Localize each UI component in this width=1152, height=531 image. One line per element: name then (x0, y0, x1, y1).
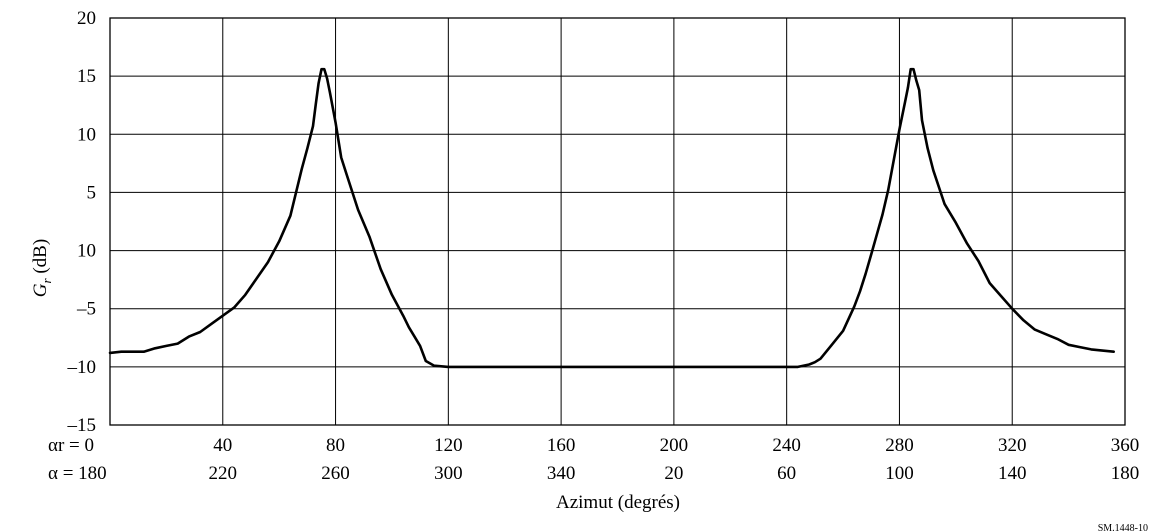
x-tick-label-azimuth-relative: 40 (213, 435, 232, 456)
x-tick-label-azimuth-relative: 360 (1111, 435, 1140, 456)
gain-curve (108, 67, 1115, 369)
y-tick-label: 5 (87, 182, 97, 203)
x-tick-label-azimuth-relative: 120 (434, 435, 463, 456)
x-tick-label-azimuth-absolute: 260 (321, 463, 350, 484)
x-tick-label-azimuth-absolute: 140 (998, 463, 1027, 484)
x-axis-title: Azimut (degrés) (556, 492, 680, 513)
y-tick-label: –15 (67, 415, 97, 436)
x-tick-label-azimuth-absolute: 100 (885, 463, 914, 484)
grid-layer (109, 17, 1126, 426)
x-tick-label-azimuth-absolute: 220 (209, 463, 238, 484)
x-tick-label-azimuth-relative: 200 (660, 435, 689, 456)
x-tick-label-azimuth-relative: αr = 0 (48, 435, 94, 456)
x-tick-label-azimuth-absolute: 20 (664, 463, 683, 484)
x-tick-label-azimuth-absolute: α = 180 (48, 463, 107, 484)
y-axis-title: Gr (dB) (30, 239, 54, 297)
y-tick-label: 20 (77, 8, 96, 29)
x-tick-label-azimuth-relative: 160 (547, 435, 576, 456)
y-tick-label: –5 (76, 299, 96, 320)
x-tick-label-azimuth-absolute: 300 (434, 463, 463, 484)
x-tick-label-azimuth-absolute: 180 (1111, 463, 1140, 484)
x-tick-label-azimuth-absolute: 340 (547, 463, 576, 484)
plot-frame (109, 17, 1126, 426)
x-tick-labels: αr = 0 α = 180 40 220 80 260 120 300 160 340 200 20… (48, 435, 1139, 484)
x-tick-label-azimuth-relative: 280 (885, 435, 914, 456)
x-tick-label-azimuth-relative: 80 (326, 435, 345, 456)
x-tick-label-azimuth-relative: 240 (772, 435, 801, 456)
y-tick-label: 15 (77, 66, 96, 87)
y-tick-labels: –15 –10 –5 10 5 10 15 20 (67, 8, 97, 436)
x-tick-label-azimuth-absolute: 60 (777, 463, 796, 484)
y-tick-label: 10 (77, 124, 96, 145)
y-tick-label: –10 (67, 357, 97, 378)
figure-reference: SM.1448-10 (1098, 523, 1148, 531)
y-tick-label: 10 (77, 241, 96, 262)
x-tick-label-azimuth-relative: 320 (998, 435, 1027, 456)
